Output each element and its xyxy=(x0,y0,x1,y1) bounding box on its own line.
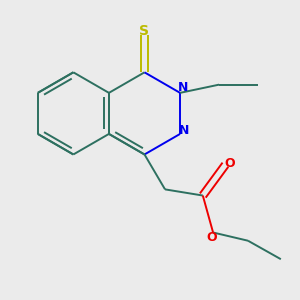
Text: N: N xyxy=(178,124,189,137)
Text: S: S xyxy=(140,24,149,38)
Text: N: N xyxy=(178,81,188,94)
Text: O: O xyxy=(225,157,236,170)
Text: O: O xyxy=(206,231,217,244)
